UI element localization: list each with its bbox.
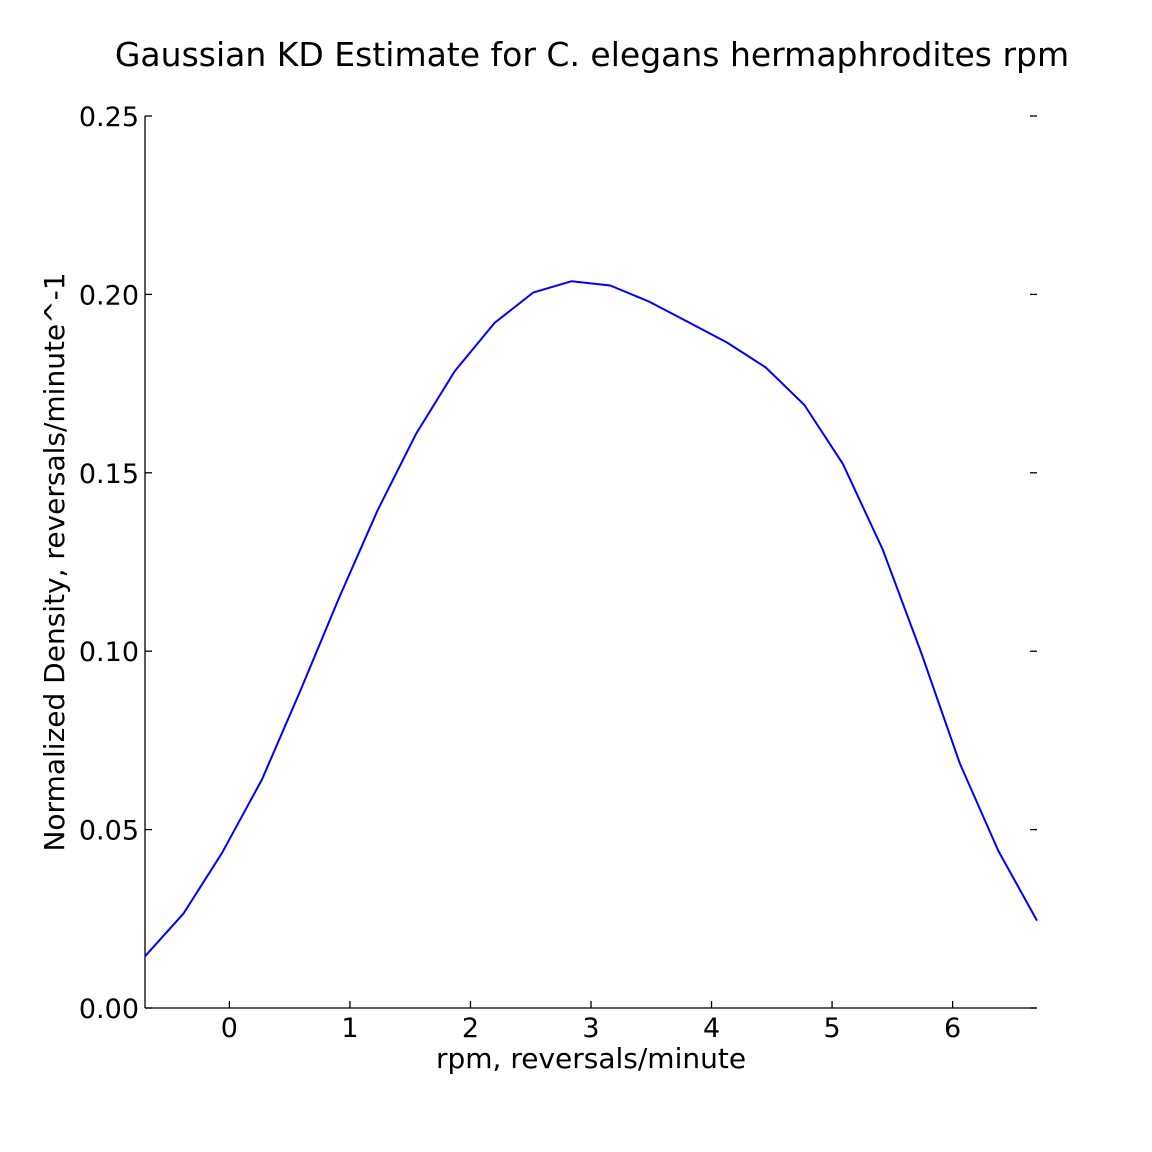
x-tick-label: 3	[582, 1013, 599, 1044]
x-tick-label: 0	[221, 1013, 238, 1044]
x-tick-label: 6	[944, 1013, 961, 1044]
x-tick-label: 4	[703, 1013, 720, 1044]
density-line	[144, 280, 1038, 957]
x-axis-ticks: 0 1 2 3 4 5 6	[221, 1001, 961, 1044]
y-axis-title: Normalized Density, reversals/minute^-1	[38, 272, 71, 851]
x-axis-title: rpm, reversals/minute	[436, 1042, 746, 1075]
x-tick-label: 5	[823, 1013, 840, 1044]
y-axis-ticks: 0.00 0.05 0.10 0.15 0.20 0.25	[79, 102, 1037, 1025]
x-tick-label: 2	[462, 1013, 479, 1044]
x-tick-label: 1	[341, 1013, 358, 1044]
y-tick-label: 0.05	[79, 816, 139, 847]
y-tick-label: 0.20	[79, 280, 139, 311]
y-tick-label: 0.00	[79, 994, 139, 1025]
y-tick-label: 0.15	[79, 459, 139, 490]
y-tick-label: 0.25	[79, 102, 139, 133]
series-layer	[144, 280, 1038, 957]
chart-title: Gaussian KD Estimate for C. elegans herm…	[115, 35, 1069, 74]
y-tick-label: 0.10	[79, 637, 139, 668]
